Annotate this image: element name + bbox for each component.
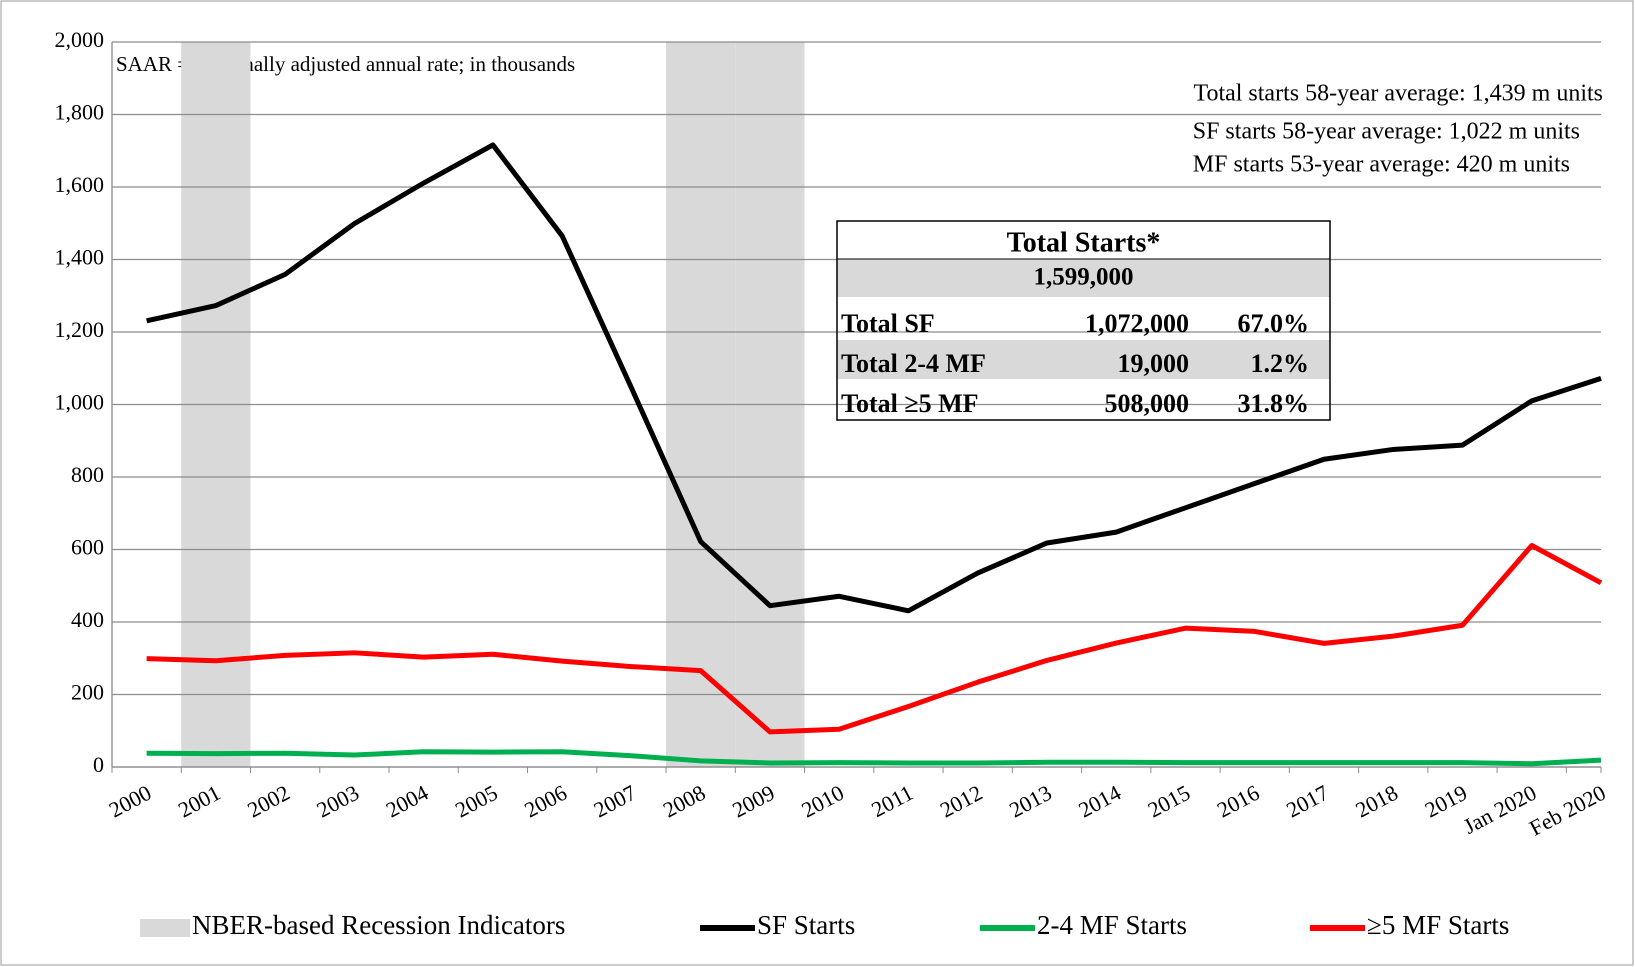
y-tick-label: 1,800 [55, 100, 105, 125]
y-tick-label: 0 [93, 752, 104, 777]
table-total: 1,599,000 [1034, 264, 1134, 291]
table-cell: Total SF [841, 309, 935, 338]
table-cell: 508,000 [1105, 389, 1190, 418]
annotation: SF starts 58-year average: 1,022 m units [1193, 119, 1580, 145]
series-line [146, 142, 1602, 614]
table-cell: 1.2% [1251, 349, 1310, 378]
summary-table: Total Starts* 1,599,000 Total SF 1,072,000 6… [836, 220, 1331, 421]
series-line [146, 543, 1603, 735]
table-cell: Total 2-4 MF [841, 349, 986, 378]
legend-label: NBER-based Recession Indicators [192, 910, 565, 940]
y-tick-label: 2,000 [55, 27, 105, 52]
table-cell: 67.0% [1238, 309, 1310, 338]
legend-swatch [140, 919, 190, 937]
y-tick-label: 600 [71, 535, 104, 560]
table-title: Total Starts* [1007, 227, 1161, 258]
table-cell: Total ≥5 MF [841, 389, 979, 418]
y-tick-label: 800 [71, 462, 104, 487]
annotation: MF starts 53-year average: 420 m units [1193, 152, 1570, 178]
table-cell: 1,072,000 [1085, 309, 1189, 338]
legend-label: 2-4 MF Starts [1037, 910, 1187, 940]
table-cell: 19,000 [1118, 349, 1190, 378]
series-line [146, 749, 1602, 767]
legend-label: SF Starts [757, 910, 855, 940]
y-tick-label: 1,000 [55, 390, 105, 415]
annotation: Total starts 58-year average: 1,439 m un… [1193, 81, 1603, 107]
table-row-bg [837, 340, 1330, 379]
table-frame [836, 220, 1331, 421]
legend-label: ≥5 MF Starts [1367, 910, 1509, 940]
y-tick-label: 1,200 [55, 317, 105, 342]
y-tick-label: 1,600 [55, 172, 105, 197]
y-tick-label: 1,400 [55, 245, 105, 270]
y-tick-label: 400 [71, 607, 104, 632]
table-cell: 31.8% [1238, 389, 1310, 418]
y-tick-label: 200 [71, 680, 104, 705]
table-total-bg [837, 259, 1330, 297]
